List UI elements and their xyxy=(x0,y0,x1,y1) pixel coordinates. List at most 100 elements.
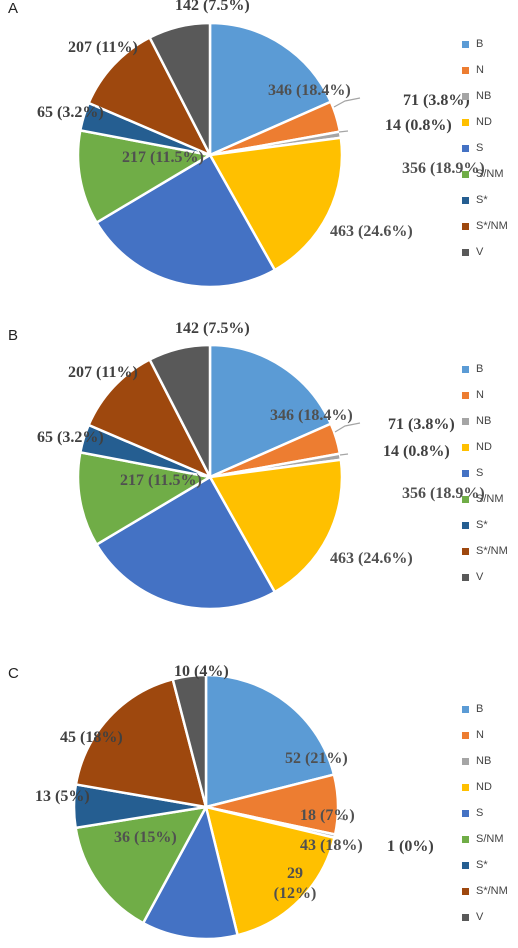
legend-item: S*/NM xyxy=(462,220,508,232)
legend-swatch xyxy=(462,887,469,895)
legend-label: NB xyxy=(476,755,492,767)
legend-item: NB xyxy=(462,415,491,427)
pie-slice-s-nm xyxy=(87,358,212,479)
legend-item: V xyxy=(462,571,483,583)
pie-slice-s xyxy=(95,153,277,289)
data-label: 207 (11%) xyxy=(68,364,138,381)
legend-label: ND xyxy=(476,781,492,793)
pie-slice-nd xyxy=(208,136,344,272)
legend-swatch xyxy=(462,222,469,230)
data-label: 43 (18%) xyxy=(300,837,363,854)
data-label: 142 (7.5%) xyxy=(175,320,250,337)
pie-chart: 52 (21%) 18 (7%) 1 (0%) 43 (18%) 29 (12%) 36 (… xyxy=(35,663,434,941)
legend-label: S*/NM xyxy=(476,545,508,557)
legend-label: N xyxy=(476,64,484,76)
legend-item: V xyxy=(462,246,483,258)
legend-label: N xyxy=(476,729,484,741)
data-label: 13 (5%) xyxy=(35,788,90,805)
legend-label: B xyxy=(476,38,484,50)
legend-item: NB xyxy=(462,755,491,767)
pie-chart: 346 (18.4%)71 (3.8%)14 (0.8%)356 (18.9%)… xyxy=(37,0,485,289)
legend-swatch xyxy=(462,783,469,791)
legend-item: B xyxy=(462,363,483,375)
legend-item: N xyxy=(462,389,484,401)
legend-item: ND xyxy=(462,441,492,453)
leader-line xyxy=(333,97,361,108)
legend-swatch xyxy=(462,66,469,74)
data-label: 1 (0%) xyxy=(387,838,434,855)
pie-slice-s-nm xyxy=(76,129,212,224)
data-label: 217 (11.5%) xyxy=(120,472,202,489)
pie-slice-s xyxy=(95,475,277,611)
pie-slice-v xyxy=(148,343,212,479)
legend-label: V xyxy=(476,246,484,258)
legend-swatch xyxy=(462,248,469,256)
pie-slice-v xyxy=(171,673,208,809)
legend-swatch xyxy=(462,757,469,765)
pie-slice-b xyxy=(208,343,333,479)
pie-chart: 346 (18.4%)71 (3.8%)14 (0.8%)356 (18.9%)… xyxy=(37,320,485,611)
data-label: 10 (4%) xyxy=(174,663,229,680)
pie-slice-s-nm xyxy=(76,451,212,546)
data-label: 71 (3.8%) xyxy=(403,92,470,109)
legend-item: S/NM xyxy=(462,493,504,505)
legend-swatch xyxy=(462,809,469,817)
legend-label: S xyxy=(476,807,484,819)
legend-swatch xyxy=(462,92,469,100)
data-label: 207 (11%) xyxy=(68,39,138,56)
legend-label: S xyxy=(476,142,484,154)
legend-item: V xyxy=(462,911,483,923)
pie-slice-b xyxy=(204,673,336,809)
panel-c: C 52 (21%) 18 (7%) 1 (0%) 43 (18%) 29 (12%) 36… xyxy=(0,655,518,948)
legend-swatch xyxy=(462,731,469,739)
legend-label: S/NM xyxy=(476,493,504,505)
pie-slice-s-nm xyxy=(87,36,212,157)
data-label: 14 (0.8%) xyxy=(385,117,452,134)
legend-item: S* xyxy=(462,194,488,206)
leader-line xyxy=(338,130,349,133)
data-label: 18 (7%) xyxy=(300,807,355,824)
legend-swatch xyxy=(462,40,469,48)
legend-item: S xyxy=(462,807,483,819)
legend-item: ND xyxy=(462,781,492,793)
legend-swatch xyxy=(462,495,469,503)
legend-label: B xyxy=(476,363,484,375)
pie-slice-v xyxy=(148,21,212,157)
legend-label: S/NM xyxy=(476,833,504,845)
data-label: 463 (24.6%) xyxy=(330,223,413,240)
legend-label: S*/NM xyxy=(476,220,508,232)
legend-item: S/NM xyxy=(462,833,504,845)
panel-label: A xyxy=(8,0,19,17)
data-label: 52 (21%) xyxy=(285,750,348,767)
legend-item: S* xyxy=(462,859,488,871)
legend-swatch xyxy=(462,365,469,373)
data-label: 346 (18.4%) xyxy=(270,407,353,424)
leader-line xyxy=(334,422,361,433)
data-label: 36 (15%) xyxy=(114,829,177,846)
panel-b: B 346 (18.4%) 71 (3.8%) 14 (0.8%) 356 (18.9… xyxy=(0,315,518,625)
legend-item: N xyxy=(462,729,484,741)
legend-item: ND xyxy=(462,116,492,128)
legend-label: V xyxy=(476,911,484,923)
legend-swatch xyxy=(462,861,469,869)
leader-line xyxy=(339,453,349,456)
legend-item: S* xyxy=(462,519,488,531)
data-label: 29 (12%) xyxy=(274,865,317,902)
legend-swatch xyxy=(462,144,469,152)
data-label: 45 (18%) xyxy=(60,729,123,746)
pie-slice-nd xyxy=(208,458,344,594)
legend-label: ND xyxy=(476,441,492,453)
legend-swatch xyxy=(462,118,469,126)
legend-swatch xyxy=(462,391,469,399)
legend-item: S/NM xyxy=(462,168,504,180)
leader-line xyxy=(337,817,347,821)
data-label: 65 (3.2%) xyxy=(37,104,104,121)
legend-swatch xyxy=(462,196,469,204)
legend-swatch xyxy=(462,417,469,425)
panel-label: C xyxy=(8,665,19,682)
data-label: 217 (11.5%) xyxy=(122,149,204,166)
legend-item: S*/NM xyxy=(462,545,508,557)
pie-slice-b xyxy=(208,21,333,157)
panel-label: B xyxy=(8,327,19,344)
legend-swatch xyxy=(462,835,469,843)
